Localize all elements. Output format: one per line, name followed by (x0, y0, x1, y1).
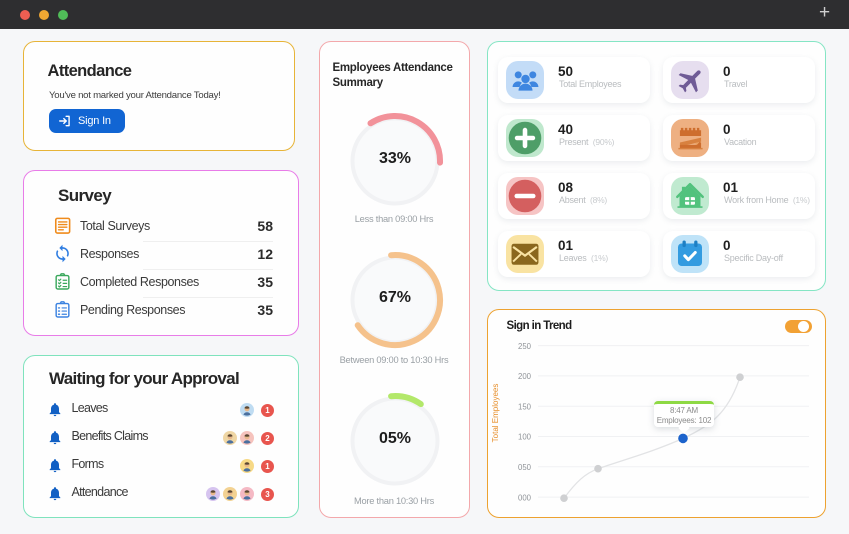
svg-text:250: 250 (518, 342, 532, 351)
svg-text:100: 100 (518, 433, 532, 442)
svg-text:Total Employees: Total Employees (491, 384, 500, 443)
svg-text:33%: 33% (379, 150, 411, 167)
svg-text:200: 200 (518, 372, 532, 381)
svg-text:050: 050 (518, 463, 532, 472)
svg-text:150: 150 (518, 402, 532, 411)
svg-text:05%: 05% (379, 430, 411, 447)
svg-text:000: 000 (518, 493, 532, 502)
svg-text:67%: 67% (379, 289, 411, 306)
